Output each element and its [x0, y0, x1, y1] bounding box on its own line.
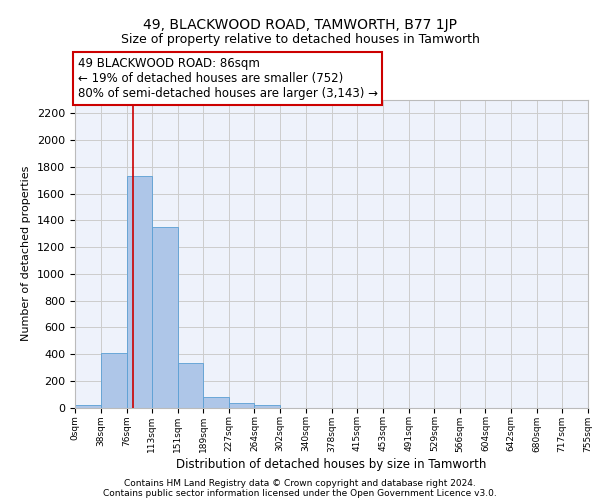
Bar — [152, 227, 178, 408]
Bar — [203, 397, 229, 407]
Text: 49 BLACKWOOD ROAD: 86sqm
← 19% of detached houses are smaller (752)
80% of semi-: 49 BLACKWOOD ROAD: 86sqm ← 19% of detach… — [77, 57, 377, 100]
Text: Contains public sector information licensed under the Open Government Licence v3: Contains public sector information licen… — [103, 488, 497, 498]
Bar — [254, 405, 280, 407]
Text: Contains HM Land Registry data © Crown copyright and database right 2024.: Contains HM Land Registry data © Crown c… — [124, 478, 476, 488]
Bar — [75, 406, 101, 407]
Text: 49, BLACKWOOD ROAD, TAMWORTH, B77 1JP: 49, BLACKWOOD ROAD, TAMWORTH, B77 1JP — [143, 18, 457, 32]
Bar — [229, 404, 254, 407]
Text: Size of property relative to detached houses in Tamworth: Size of property relative to detached ho… — [121, 32, 479, 46]
X-axis label: Distribution of detached houses by size in Tamworth: Distribution of detached houses by size … — [176, 458, 487, 471]
Bar — [101, 352, 127, 408]
Y-axis label: Number of detached properties: Number of detached properties — [22, 166, 31, 342]
Bar — [127, 176, 152, 408]
Bar — [178, 364, 203, 408]
